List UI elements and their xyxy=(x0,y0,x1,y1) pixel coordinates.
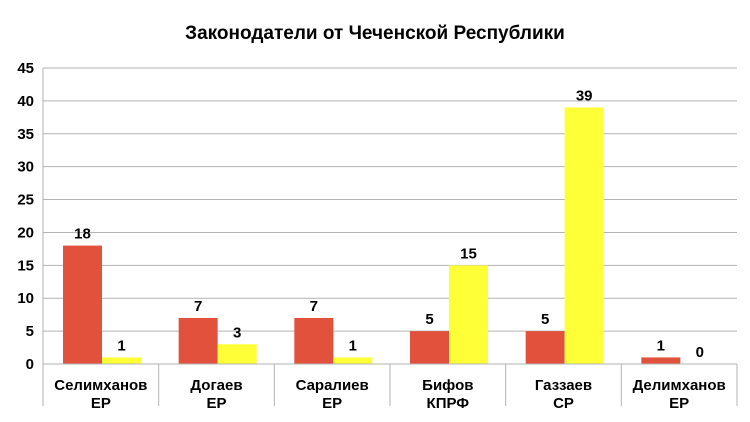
category-label-line-2-1: ЕР xyxy=(322,395,342,412)
bar-1-0 xyxy=(178,317,218,364)
y-tick-label-35: 35 xyxy=(17,126,34,143)
y-tick-label-20: 20 xyxy=(17,224,34,241)
category-label-5: Делимханов ЕР xyxy=(633,377,726,412)
category-label-line-0-0: Селимханов xyxy=(54,377,147,394)
category-label-1: Догаев ЕР xyxy=(190,377,242,412)
data-label-0-1: 1 xyxy=(117,337,125,354)
bar-0-0 xyxy=(63,245,102,364)
bar-3-0 xyxy=(410,331,449,364)
category-label-0: Селимханов ЕР xyxy=(54,377,147,412)
y-tick-label-25: 25 xyxy=(17,192,34,209)
data-label-1-0: 7 xyxy=(194,298,202,315)
category-label-line-4-1: СР xyxy=(553,395,574,412)
data-label-4-0: 5 xyxy=(541,311,549,328)
data-label-2-0: 7 xyxy=(310,298,318,315)
bars xyxy=(63,107,681,364)
y-tick-label-10: 10 xyxy=(17,290,34,307)
data-label-4-1: 39 xyxy=(576,87,593,104)
bar-2-1 xyxy=(333,357,373,364)
y-tick-label-5: 5 xyxy=(26,323,34,340)
chart-title: Законодатели от Чеченской Республики xyxy=(185,23,565,44)
bar-1-1 xyxy=(217,344,257,364)
y-tick-label-15: 15 xyxy=(17,257,34,274)
bar-4-0 xyxy=(525,331,565,364)
category-label-line-5-1: ЕР xyxy=(669,395,689,412)
category-label-line-3-1: КПРФ xyxy=(427,395,470,412)
category-label-line-4-0: Газзаев xyxy=(535,377,592,394)
gridlines xyxy=(43,67,737,365)
category-label-2: Саралиев ЕР xyxy=(296,377,369,412)
category-label-3: Бифов КПРФ xyxy=(422,377,473,412)
y-tick-label-40: 40 xyxy=(17,93,34,110)
data-label-3-1: 15 xyxy=(460,245,477,262)
x-axis xyxy=(42,68,738,406)
data-label-5-0: 1 xyxy=(657,337,665,354)
y-tick-label-45: 45 xyxy=(17,60,34,77)
bar-5-0 xyxy=(641,357,681,364)
category-label-line-1-1: ЕР xyxy=(206,395,226,412)
data-label-0-0: 18 xyxy=(74,226,91,243)
data-label-1-1: 3 xyxy=(233,324,241,341)
y-axis-ticks: 0 5 10 15 20 25 30 35 40 45 xyxy=(17,60,34,373)
category-label-line-3-0: Бифов xyxy=(422,377,473,394)
data-label-3-0: 5 xyxy=(425,311,433,328)
category-label-line-1-0: Догаев xyxy=(190,377,242,394)
bar-0-1 xyxy=(102,357,141,364)
category-label-line-0-1: ЕР xyxy=(91,395,111,412)
y-tick-label-30: 30 xyxy=(17,159,34,176)
category-label-line-5-0: Делимханов xyxy=(633,377,726,394)
category-label-line-2-0: Саралиев xyxy=(296,377,369,394)
bar-3-1 xyxy=(449,265,488,364)
y-tick-label-0: 0 xyxy=(26,356,34,373)
data-label-2-1: 1 xyxy=(349,337,357,354)
category-label-4: Газзаев СР xyxy=(535,377,592,412)
data-label-5-1: 0 xyxy=(696,344,704,361)
bar-2-0 xyxy=(294,317,334,364)
bar-4-1 xyxy=(564,107,604,364)
